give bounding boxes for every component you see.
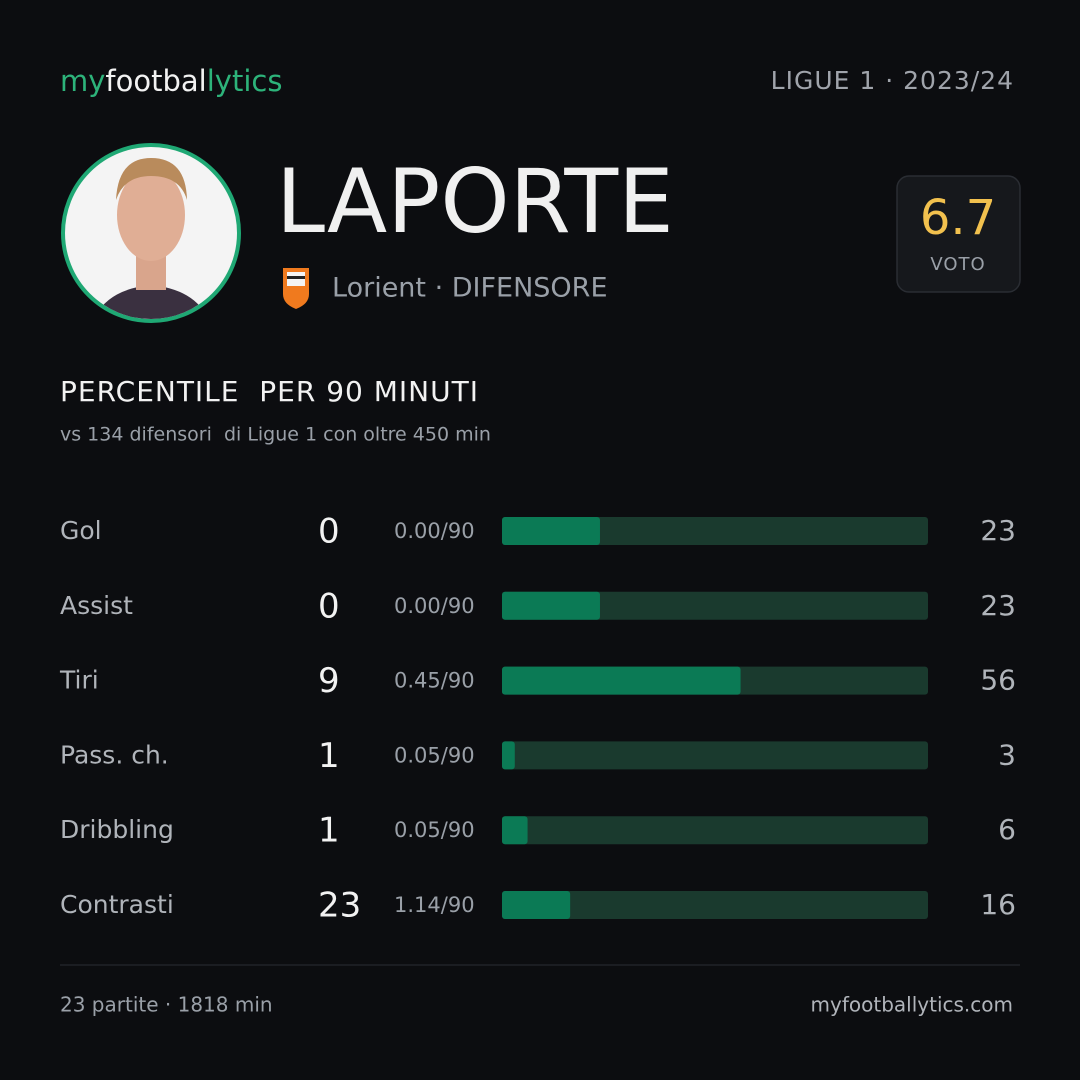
percentile: 16 (980, 888, 1016, 921)
stat-label: Pass. ch. (60, 740, 169, 769)
bar (502, 891, 571, 919)
logo: myfootballytics (60, 64, 282, 98)
stat-per90: 0.05/90 (394, 818, 475, 842)
stat-total: 9 (318, 661, 340, 701)
percentile: 3 (998, 738, 1016, 771)
stat-per90: 0.45/90 (394, 669, 475, 693)
bar-track (502, 517, 928, 545)
stat-per90: 0.00/90 (394, 519, 475, 543)
stat-total: 23 (318, 886, 361, 926)
league: LIGUE 1 · 2023/24 (771, 66, 1014, 95)
bar (502, 666, 741, 695)
section-title: PERCENTILE PER 90 MINUTI (60, 375, 479, 408)
rows: Gol 0 0.00/90 23 Assist 0 0.00/90 23 Tiri 9 0.45/9… (59, 512, 1016, 926)
stat-label: Gol (60, 516, 102, 545)
percentile: 23 (980, 514, 1016, 547)
stat-total: 1 (318, 736, 340, 776)
bar-track (502, 816, 928, 845)
team-crest (283, 268, 309, 309)
stat-total: 0 (318, 586, 340, 626)
rating-label: VOTO (930, 254, 985, 275)
stat-per90: 1.14/90 (394, 893, 475, 917)
bar (502, 816, 528, 845)
stat-total: 1 (318, 811, 340, 851)
rating: 6.7 (920, 190, 996, 246)
percentile: 56 (980, 664, 1016, 697)
stat-label: Dribbling (60, 815, 174, 844)
player-team: Lorient · DIFENSORE (332, 273, 608, 304)
stat-label: Assist (60, 591, 133, 620)
bar-track (502, 891, 928, 919)
stat-per90: 0.05/90 (394, 743, 475, 767)
logo-part: lytics (207, 64, 283, 98)
stat-per90: 0.00/90 (394, 594, 475, 618)
player-name: LAPORTE (276, 150, 674, 253)
stat-label: Contrasti (60, 890, 174, 919)
percentile: 23 (980, 589, 1016, 622)
footer-stats: 23 partite · 1818 min (60, 993, 273, 1017)
bar (502, 517, 600, 545)
percentile: 6 (998, 813, 1016, 846)
rating-box (896, 175, 1021, 293)
avatar (61, 143, 241, 323)
footer-site: myfootballytics.com (811, 993, 1013, 1017)
bar (502, 591, 600, 620)
section-subtitle: vs 134 difensori di Ligue 1 con oltre 45… (60, 424, 491, 446)
bar-track (502, 741, 928, 770)
logo-part: footbal (105, 64, 206, 98)
bar-track (502, 591, 928, 620)
stat-total: 0 (318, 512, 340, 552)
logo-part: my (60, 64, 105, 98)
stat-label: Tiri (59, 666, 99, 695)
bar (502, 741, 515, 770)
